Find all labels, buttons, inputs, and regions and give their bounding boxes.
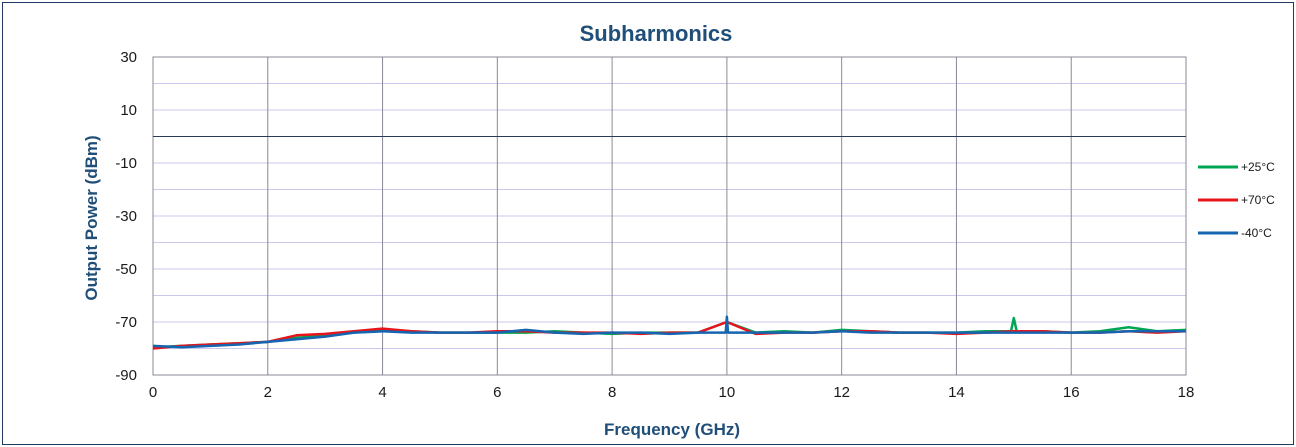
legend-label: +70°C <box>1241 193 1275 207</box>
legend: +25°C +70°C -40°C <box>1198 160 1275 240</box>
x-axis-title: Frequency (GHz) <box>604 420 740 439</box>
tick-layer: 0 2 4 6 8 10 12 14 16 18 30 10 -10 -30 -50 -70 -90 <box>115 49 1194 401</box>
y-tick-label: -30 <box>115 208 137 225</box>
x-tick-label: 4 <box>378 384 386 401</box>
y-axis-title: Output Power (dBm) <box>82 135 101 300</box>
x-tick-label: 14 <box>948 384 965 401</box>
x-tick-label: 8 <box>608 384 616 401</box>
series-line <box>152 320 1187 350</box>
y-tick-label: -70 <box>115 314 137 331</box>
legend-label: -40°C <box>1241 226 1272 240</box>
grid-layer <box>152 56 1187 376</box>
x-tick-label: 10 <box>719 384 736 401</box>
series-line <box>152 315 1186 349</box>
x-tick-label: 6 <box>493 384 501 401</box>
plot-area <box>152 56 1187 376</box>
y-tick-label: 30 <box>120 49 137 66</box>
y-tick-label: 10 <box>120 102 137 119</box>
legend-label: +25°C <box>1241 160 1275 174</box>
y-tick-label: -50 <box>115 261 137 278</box>
x-tick-label: 16 <box>1063 384 1080 401</box>
chart-title: Subharmonics <box>580 21 733 46</box>
y-tick-label: -90 <box>115 367 137 384</box>
x-tick-label: 18 <box>1178 384 1195 401</box>
series-layer <box>152 315 1187 350</box>
x-tick-label: 12 <box>833 384 850 401</box>
chart-svg: 0 2 4 6 8 10 12 14 16 18 30 10 -10 -30 -50 -70 -90 Subha… <box>82 21 1275 439</box>
x-tick-label: 2 <box>264 384 272 401</box>
x-tick-label: 0 <box>149 384 157 401</box>
y-tick-label: -10 <box>115 155 137 172</box>
